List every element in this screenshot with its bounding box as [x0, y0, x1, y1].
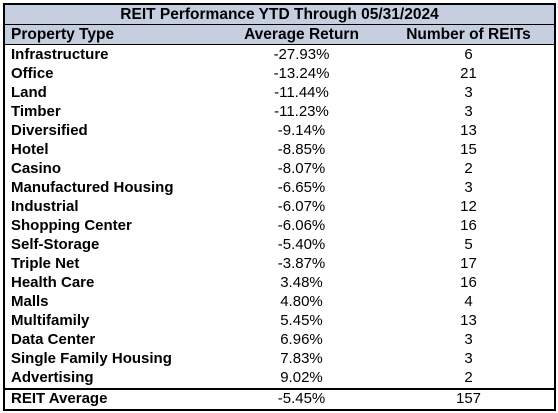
average-row: REIT Average -5.45% 157: [4, 387, 555, 410]
average-return-cell: -13.24%: [273, 64, 330, 82]
number-of-reits-cell: 13: [460, 311, 477, 329]
property-type-cell: Diversified: [11, 121, 88, 139]
average-return-cell: -5.40%: [277, 235, 326, 253]
property-type-cell: Data Center: [11, 331, 96, 349]
property-type-cell: Triple Net: [11, 254, 80, 272]
table-title: REIT Performance YTD Through 05/31/2024: [4, 4, 555, 25]
property-type-cell: Infrastructure: [11, 45, 109, 63]
table-row: Hotel -8.85% 15: [4, 140, 555, 159]
number-of-reits-cell: 16: [460, 273, 477, 291]
table-row: Data Center 6.96% 3: [4, 331, 555, 350]
property-type-cell: Advertising: [11, 369, 94, 387]
table-row: Multifamily 5.45% 13: [4, 311, 555, 330]
property-type-cell: Shopping Center: [11, 216, 132, 234]
number-of-reits-cell: 3: [464, 350, 473, 368]
average-return-cell: -11.44%: [274, 83, 329, 101]
average-return-cell: 5.45%: [280, 311, 323, 329]
table-row: Health Care 3.48% 16: [4, 273, 555, 292]
table-row: Casino -8.07% 2: [4, 159, 555, 178]
number-of-reits-cell: 157: [383, 387, 555, 410]
table-row: Diversified -9.14% 13: [4, 121, 555, 140]
table-row: Industrial -6.07% 12: [4, 197, 555, 216]
table-row: Office -13.24% 21: [4, 64, 555, 83]
number-of-reits-cell: 15: [460, 140, 477, 158]
average-return-cell: -6.06%: [277, 216, 326, 234]
table-body: Infrastructure -27.93% 6 Office -13.24% 21 Lan…: [4, 45, 555, 410]
property-type-cell: Land: [11, 83, 47, 101]
average-return-cell: -9.14%: [277, 121, 326, 139]
property-type-cell: Casino: [11, 159, 62, 177]
property-type-cell: Industrial: [11, 197, 79, 215]
average-return-cell: -8.07%: [277, 159, 326, 177]
number-of-reits-cell: 5: [464, 235, 473, 253]
number-of-reits-cell: 21: [460, 64, 477, 82]
table-row: Single Family Housing 7.83% 3: [4, 350, 555, 369]
number-of-reits-cell: 6: [464, 45, 473, 63]
average-return-cell: -5.45%: [220, 387, 383, 410]
number-of-reits-cell: 16: [460, 216, 477, 234]
property-type-cell: Hotel: [11, 140, 49, 158]
number-of-reits-cell: 3: [464, 331, 473, 349]
number-of-reits-cell: 3: [464, 102, 473, 120]
average-return-cell: -6.65%: [277, 178, 326, 196]
number-of-reits-cell: 4: [464, 292, 473, 310]
property-type-cell: REIT Average: [4, 387, 220, 410]
column-header-number-of-reits: Number of REITs: [383, 24, 555, 45]
average-return-cell: 7.83%: [280, 350, 323, 368]
number-of-reits-cell: 2: [464, 159, 473, 177]
column-header-average-return: Average Return: [220, 24, 383, 45]
property-type-cell: Timber: [11, 102, 61, 120]
table-row: Self-Storage -5.40% 5: [4, 235, 555, 254]
number-of-reits-cell: 17: [460, 254, 477, 272]
property-type-cell: Manufactured Housing: [11, 178, 174, 196]
average-return-cell: -6.07%: [277, 197, 326, 215]
average-return-cell: -27.93%: [273, 45, 330, 63]
average-return-cell: 6.96%: [280, 331, 323, 349]
number-of-reits-cell: 2: [464, 369, 473, 387]
table-row: Malls 4.80% 4: [4, 292, 555, 311]
average-return-cell: -11.23%: [274, 102, 329, 120]
table-row: Manufactured Housing -6.65% 3: [4, 178, 555, 197]
property-type-cell: Health Care: [11, 273, 95, 291]
table-row: Advertising 9.02% 2: [4, 369, 555, 389]
table-row: Triple Net -3.87% 17: [4, 254, 555, 273]
number-of-reits-cell: 3: [464, 178, 473, 196]
property-type-cell: Single Family Housing: [11, 350, 172, 368]
property-type-cell: Office: [11, 64, 54, 82]
table-row: Timber -11.23% 3: [4, 102, 555, 121]
column-header-row: Property Type Average Return Number of R…: [4, 24, 555, 45]
average-return-cell: 3.48%: [280, 273, 323, 291]
number-of-reits-cell: 3: [464, 83, 473, 101]
table-row: Shopping Center -6.06% 16: [4, 216, 555, 235]
reit-performance-table: REIT Performance YTD Through 05/31/2024 …: [3, 3, 556, 411]
column-header-property-type: Property Type: [4, 24, 220, 45]
number-of-reits-cell: 13: [460, 121, 477, 139]
table-row: Land -11.44% 3: [4, 83, 555, 102]
average-return-cell: 9.02%: [280, 369, 323, 387]
table-row: Infrastructure -27.93% 6: [4, 45, 555, 65]
average-return-cell: 4.80%: [280, 292, 323, 310]
property-type-cell: Self-Storage: [11, 235, 100, 253]
property-type-cell: Multifamily: [11, 311, 90, 329]
average-return-cell: -3.87%: [277, 254, 326, 272]
number-of-reits-cell: 12: [460, 197, 477, 215]
property-type-cell: Malls: [11, 292, 49, 310]
average-return-cell: -8.85%: [277, 140, 326, 158]
